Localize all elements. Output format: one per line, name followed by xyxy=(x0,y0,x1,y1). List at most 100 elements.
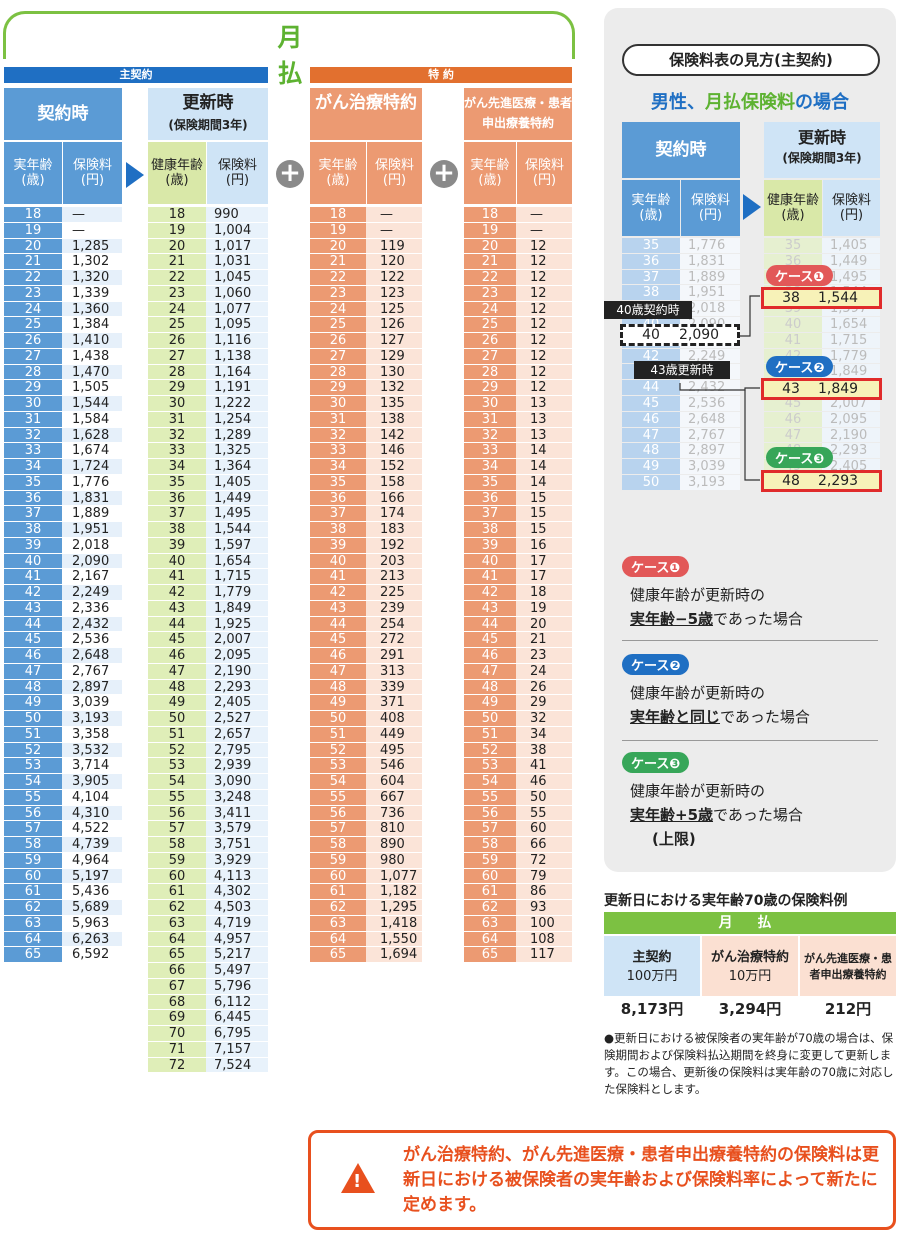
age-cell: 44 xyxy=(4,616,62,633)
age-cell: 30 xyxy=(4,396,62,412)
senshin-row: 19— xyxy=(464,222,572,239)
premium-cell: 3,751 xyxy=(206,837,268,853)
kenko-age-cell: 55 xyxy=(148,789,206,806)
age-cell: 56 xyxy=(4,805,62,822)
senshin-row: 33 14 xyxy=(464,443,572,459)
premium-cell: 291 xyxy=(366,648,422,664)
koushin-row: 39 1,597 xyxy=(148,537,268,554)
guide-kenko-sub: 健康年齢(歳) xyxy=(764,180,822,236)
premium-cell: 6,263 xyxy=(62,931,122,948)
keiyaku-row: 55 4,104 xyxy=(4,789,122,806)
gan-row: 65 1,694 xyxy=(310,947,422,963)
premium-cell: 1,925 xyxy=(206,616,268,633)
age-cell: 65 xyxy=(464,947,516,963)
main-title-bracket: 月 払 xyxy=(0,0,578,90)
premium-cell: 15 xyxy=(516,506,572,522)
koushin-table: 18 990 19 1,004 20 1,017 21 1,031 22 1,045 23 1,060… xyxy=(148,207,268,1074)
age70-c1: 主契約 100万円 xyxy=(604,936,700,996)
senshin-row: 20 12 xyxy=(464,238,572,255)
gan-row: 24 125 xyxy=(310,301,422,318)
kenko-age-cell: 42 xyxy=(148,585,206,601)
age-cell: 29 xyxy=(464,380,516,396)
premium-cell: 1,405 xyxy=(206,474,268,491)
premium-cell: 7,157 xyxy=(206,1041,268,1058)
age-cell: 30 xyxy=(464,396,516,412)
premium-cell: 126 xyxy=(366,317,422,333)
premium-cell: 239 xyxy=(366,600,422,617)
age-cell: 62 xyxy=(310,900,366,916)
age-cell: 37 xyxy=(4,506,62,522)
kenko-age-cell: 24 xyxy=(148,301,206,318)
gan-table: 18—19—20 119 21 120 22 122 23 123 24 125 25 126 26 12… xyxy=(310,207,422,963)
premium-cell: 129 xyxy=(366,348,422,365)
premium-cell: 122 xyxy=(366,270,422,286)
kenko-age-cell: 70 xyxy=(148,1026,206,1042)
keiyaku-row: 48 2,897 xyxy=(4,679,122,696)
kenko-age-cell: 39 xyxy=(148,537,206,554)
age-cell: 22 xyxy=(4,270,62,286)
kenko-age-cell: 49 xyxy=(148,695,206,711)
keiyaku-row: 26 1,410 xyxy=(4,333,122,349)
warning-icon-mark: ! xyxy=(353,1171,362,1192)
premium-cell: 1,889 xyxy=(680,269,740,286)
age-cell: 34 xyxy=(464,459,516,475)
premium-cell: 1,654 xyxy=(206,553,268,570)
senshin-row: 44 20 xyxy=(464,616,572,633)
guide-keiyaku-row: 50 3,193 xyxy=(622,474,740,491)
age-cell: 26 xyxy=(310,333,366,349)
guide-jitsu-sub: 実年齢(歳) xyxy=(622,180,680,236)
keiyaku-row: 50 3,193 xyxy=(4,711,122,727)
keiyaku-row: 57 4,522 xyxy=(4,821,122,837)
guide-keiyaku-row: 45 2,536 xyxy=(622,395,740,412)
divider xyxy=(622,640,878,641)
age-cell: 51 xyxy=(4,726,62,743)
premium-cell: 13 xyxy=(516,427,572,444)
keiyaku-row: 44 2,432 xyxy=(4,616,122,633)
jitsu-nenrei-sub: 実年齢(歳) xyxy=(4,142,62,204)
premium-cell: 1,116 xyxy=(206,333,268,349)
age-cell: 30 xyxy=(310,396,366,412)
premium-cell: 127 xyxy=(366,333,422,349)
guide-selected-row: 40 2,090 xyxy=(620,324,740,346)
age-cell: 50 xyxy=(622,474,680,491)
senshin-row: 23 12 xyxy=(464,285,572,302)
highlight-case3: 48 2,293 xyxy=(761,470,882,492)
senshin-row: 63 100 xyxy=(464,915,572,932)
gan-row: 58 890 xyxy=(310,837,422,853)
premium-cell: 3,532 xyxy=(62,742,122,759)
premium-cell: 1,325 xyxy=(206,443,268,459)
premium-cell: 371 xyxy=(366,695,422,711)
age-cell: 24 xyxy=(464,301,516,318)
keiyaku-row: 62 5,689 xyxy=(4,900,122,916)
age-cell: 23 xyxy=(464,285,516,302)
senshin-row: 36 15 xyxy=(464,490,572,507)
premium-cell: 6,445 xyxy=(206,1010,268,1026)
premium-cell: 13 xyxy=(516,396,572,412)
koushin-row: 57 3,579 xyxy=(148,821,268,837)
premium-cell: 2,795 xyxy=(206,742,268,759)
age-cell: 63 xyxy=(310,915,366,932)
age-cell: 60 xyxy=(310,868,366,885)
gan-row: 63 1,418 xyxy=(310,915,422,932)
kenko-age-cell: 54 xyxy=(148,774,206,790)
gan-row: 62 1,295 xyxy=(310,900,422,916)
senshin-row: 48 26 xyxy=(464,679,572,696)
premium-cell: 1,831 xyxy=(62,490,122,507)
koushin-row: 42 1,779 xyxy=(148,585,268,601)
koushin-row: 34 1,364 xyxy=(148,459,268,475)
premium-cell: 1,495 xyxy=(206,506,268,522)
age-cell: 40 xyxy=(310,553,366,570)
premium-cell: 203 xyxy=(366,553,422,570)
premium-cell: 1,674 xyxy=(62,443,122,459)
premium-cell: 19 xyxy=(516,600,572,617)
keiyaku-row: 23 1,339 xyxy=(4,285,122,302)
age-cell: 48 xyxy=(310,679,366,696)
senshin-row: 22 12 xyxy=(464,270,572,286)
guide-subtitle: 男性、月払保険料の場合 xyxy=(651,92,849,113)
premium-cell: 130 xyxy=(366,364,422,381)
premium-cell: 1,031 xyxy=(206,254,268,270)
age-cell: 46 xyxy=(464,648,516,664)
guide-koushin-row: 46 2,095 xyxy=(764,411,880,428)
age-cell: 29 xyxy=(310,380,366,396)
koushin-row: 18 990 xyxy=(148,207,268,223)
